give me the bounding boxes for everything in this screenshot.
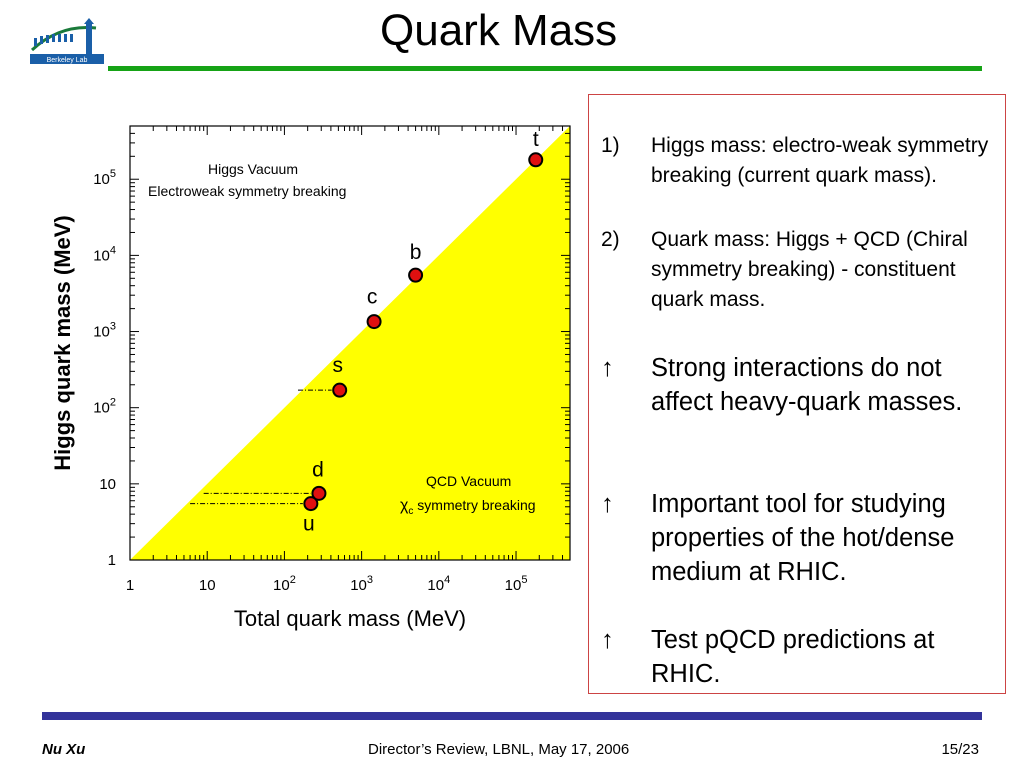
page-title: Quark Mass — [380, 6, 618, 55]
notes-box: 1) Higgs mass: electro-weak symmetry bre… — [588, 94, 1006, 694]
quark-point-d — [311, 485, 327, 501]
quark-label-s: s — [332, 354, 343, 377]
title-divider — [108, 66, 982, 71]
chiral-rest: symmetry breaking — [413, 497, 535, 513]
quark-point-b — [408, 267, 424, 283]
quark-label-c: c — [367, 286, 378, 309]
quark-point-c — [366, 314, 382, 330]
higgs-vacuum-label: Higgs Vacuum — [208, 161, 298, 177]
quark-point-t — [528, 152, 544, 168]
qcd-region — [130, 126, 570, 560]
y-tick-label: 1 — [108, 552, 116, 569]
y-tick-labels: 1 10 102 103 104 105 — [93, 168, 116, 569]
quark-label-d: d — [312, 458, 324, 481]
y-tick-label: 10 — [99, 476, 116, 493]
y-tick-label: 105 — [93, 168, 116, 188]
chiral-symmetry-label: χc symmetry breaking — [400, 497, 536, 517]
quark-label-b: b — [410, 241, 422, 264]
x-tick-label: 10 — [199, 577, 216, 594]
x-tick-label: 102 — [273, 574, 296, 594]
note-text-5: Test pQCD predictions at RHIC. — [651, 626, 935, 688]
quark-point-s — [332, 382, 348, 398]
berkeley-lab-logo: Berkeley Lab — [30, 18, 104, 64]
electroweak-label: Electroweak symmetry breaking — [148, 183, 346, 199]
quark-label-u: u — [303, 513, 315, 536]
logo-text: Berkeley Lab — [47, 57, 88, 64]
qcd-vacuum-label: QCD Vacuum — [426, 473, 511, 489]
y-tick-label: 104 — [93, 244, 116, 264]
x-tick-label: 105 — [505, 574, 528, 594]
x-tick-label: 1 — [126, 577, 134, 594]
arrow-up-icon: ↑ — [601, 354, 614, 382]
footer-event: Director’s Review, LBNL, May 17, 2006 — [368, 741, 630, 758]
chi-symbol: χ — [400, 497, 409, 514]
x-axis-label: Total quark mass (MeV) — [234, 606, 466, 631]
footer-divider — [42, 712, 982, 720]
quark-point-u — [303, 496, 319, 512]
note-text-3: Strong interactions do not affect heavy-… — [651, 354, 963, 416]
quark-points: u d s c b t — [303, 128, 544, 536]
y-axis-label: Higgs quark mass (MeV) — [50, 215, 75, 471]
arrow-up-icon: ↑ — [601, 626, 614, 654]
y-tick-label: 102 — [93, 397, 116, 417]
x-tick-label: 103 — [350, 574, 373, 594]
quark-label-t: t — [533, 128, 539, 151]
arrow-up-icon: ↑ — [601, 490, 614, 518]
guide-lines — [190, 389, 332, 505]
footer-author: Nu Xu — [42, 741, 86, 758]
y-tick-label: 103 — [93, 321, 116, 341]
page-number: 15/23 — [941, 741, 979, 758]
note-text-2: Quark mass: Higgs + QCD (Chiral symmetry… — [651, 228, 968, 311]
note-text-4: Important tool for studying properties o… — [651, 490, 955, 586]
axis-ticks — [129, 125, 571, 561]
note-text-1: Higgs mass: electro-weak symmetry breaki… — [651, 134, 989, 187]
quark-mass-chart: 1 10 102 103 104 105 1 10 102 103 104 105 Total qu… — [50, 125, 571, 631]
chi-subscript: c — [408, 506, 413, 517]
x-tick-labels: 1 10 102 103 104 105 — [126, 574, 528, 594]
x-tick-label: 104 — [427, 574, 450, 594]
note-marker-2: 2) — [601, 228, 620, 251]
note-marker-1: 1) — [601, 134, 620, 157]
